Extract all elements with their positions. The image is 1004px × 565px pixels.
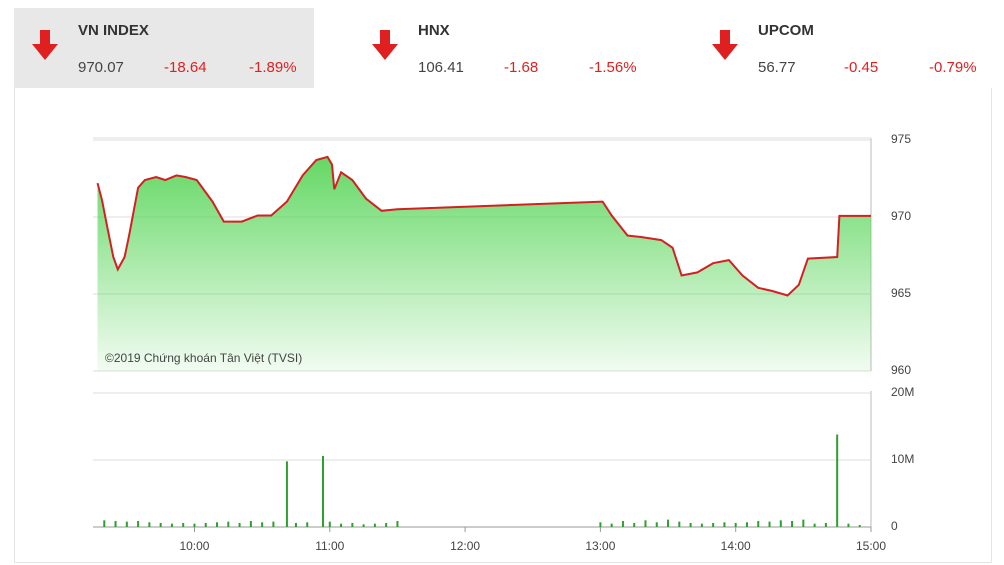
x-tick-label: 15:00 [856, 539, 886, 553]
index-name: HNX [418, 22, 450, 39]
volume-bar [238, 522, 241, 527]
volume-bar [227, 521, 230, 527]
volume-bar [802, 519, 805, 527]
index-value: 56.77 [758, 59, 796, 76]
volume-bar [351, 522, 354, 527]
index-name: UPCOM [758, 22, 814, 39]
volume-bar [148, 522, 151, 527]
volume-bar [757, 520, 760, 527]
volume-bar [396, 520, 399, 527]
price-line [96, 155, 871, 297]
y-tick-label: 965 [891, 286, 911, 300]
volume-bar [285, 461, 288, 527]
index-box[interactable]: VN INDEX 970.07 -18.64 -1.89% [14, 8, 314, 88]
index-box[interactable]: HNX 106.41 -1.68 -1.56% [354, 8, 654, 88]
volume-bar [170, 523, 173, 527]
volume-bar [621, 520, 624, 527]
volume-bar [249, 520, 252, 527]
volume-bar [182, 522, 185, 527]
volume-bar [678, 521, 681, 527]
volume-bar [385, 522, 388, 527]
volume-bar [858, 524, 861, 527]
index-change: -0.45 [844, 59, 879, 76]
volume-bar [216, 522, 219, 527]
volume-bar [723, 522, 726, 527]
volume-bar [103, 520, 106, 527]
volume-bar [655, 522, 658, 527]
volume-bar [824, 522, 827, 527]
x-tick-label: 10:00 [179, 539, 209, 553]
volume-bar [322, 455, 325, 527]
volume-bar [791, 520, 794, 527]
volume-bar [340, 523, 343, 527]
volume-bar [644, 520, 647, 527]
volume-bar [294, 522, 297, 527]
y-tick-label: 975 [891, 132, 911, 146]
volume-bar [261, 522, 264, 527]
volume-bar [362, 524, 365, 527]
down-arrow [32, 30, 58, 60]
volume-bar [204, 522, 207, 527]
index-percent: -1.89% [249, 59, 297, 76]
volume-bar [125, 521, 128, 527]
volume-bar [114, 520, 117, 527]
volume-bar [779, 520, 782, 527]
volume-bar [813, 523, 816, 527]
volume-bar [306, 522, 309, 527]
down-arrow [372, 30, 398, 60]
index-percent: -1.56% [589, 59, 637, 76]
index-value: 106.41 [418, 59, 464, 76]
y-tick-label: 0 [891, 519, 898, 533]
volume-bar [700, 523, 703, 527]
volume-bar [137, 520, 140, 527]
y-tick-label: 10M [891, 452, 914, 466]
index-box[interactable]: UPCOM 56.77 -0.45 -0.79% [694, 8, 994, 88]
volume-bar [836, 434, 839, 527]
index-change: -1.68 [504, 59, 539, 76]
chart: 960 965 970 975 ©2019 Chứng khoán Tân Việt (… [93, 132, 914, 553]
index-value: 970.07 [78, 59, 124, 76]
index-name: VN INDEX [78, 22, 149, 39]
volume-bar [667, 519, 670, 527]
y-tick-label: 970 [891, 209, 911, 223]
x-tick-label: 13:00 [585, 539, 615, 553]
volume-bar [599, 522, 602, 527]
chart-panel: 960 965 970 975 ©2019 Chứng khoán Tân Việt (… [14, 88, 992, 563]
volume-bar [328, 521, 331, 527]
x-tick-label: 11:00 [315, 539, 344, 553]
x-tick-label: 14:00 [721, 539, 751, 553]
volume-bar [193, 523, 196, 527]
down-arrow [712, 30, 738, 60]
volume-bar [734, 522, 737, 527]
volume-bar [610, 523, 613, 527]
volume-bar [633, 522, 636, 527]
volume-bar [159, 522, 162, 527]
y-tick-label: 960 [891, 363, 911, 377]
x-tick-label: 12:00 [450, 539, 480, 553]
volume-bar [689, 522, 692, 527]
y-tick-label: 20M [891, 385, 914, 399]
index-change: -18.64 [164, 59, 207, 76]
annotation: ©2019 Chứng khoán Tân Việt (TVSI) [105, 351, 302, 365]
volume-bar [712, 522, 715, 527]
volume-bar [373, 523, 376, 527]
volume-bar [847, 523, 850, 527]
area-fill [97, 156, 871, 371]
volume-bar [768, 521, 771, 527]
volume-bar [272, 521, 275, 527]
index-percent: -0.79% [929, 59, 977, 76]
volume-bar [745, 522, 748, 527]
